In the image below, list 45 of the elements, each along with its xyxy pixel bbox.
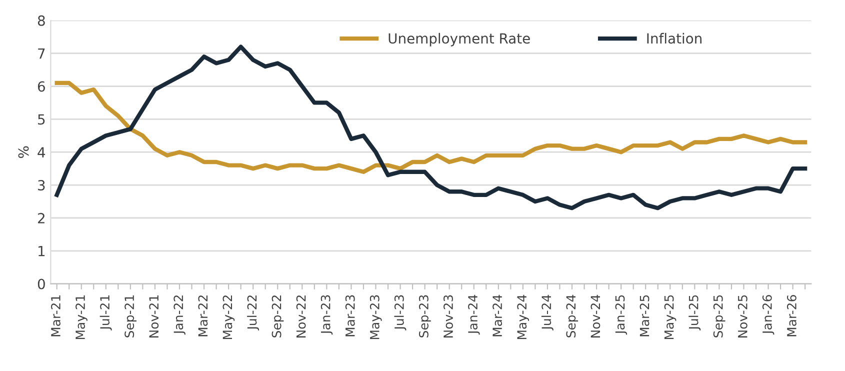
- x-tick-label: Mar-24: [492, 294, 502, 336]
- x-tick-label: May-21: [76, 295, 88, 340]
- x-tick-label: Jan-23: [320, 295, 333, 335]
- x-tick-label: Sep-22: [272, 295, 284, 338]
- y-tick-label: 5: [38, 114, 45, 125]
- x-tick-label: Sep-21: [124, 295, 136, 338]
- x-tick-label: Mar-21: [51, 295, 60, 336]
- y-tick-label: 7: [38, 48, 45, 59]
- x-tick-label: Mar-23: [345, 295, 355, 336]
- x-tick-label: May-25: [664, 295, 676, 340]
- x-tick-label: May-24: [517, 294, 529, 340]
- y-axis-title: %: [18, 146, 29, 158]
- y-tick-label: 3: [38, 180, 45, 191]
- x-tick-label: Jul-24: [541, 294, 554, 330]
- y-tick-label: 0: [38, 278, 45, 290]
- y-tick-label: 8: [38, 15, 45, 26]
- x-tick-label: Sep-24: [566, 294, 578, 338]
- y-tick-label: 6: [38, 81, 45, 92]
- x-tick-label: Jul-22: [247, 295, 260, 330]
- x-tick-label: Nov-22: [296, 295, 306, 338]
- line-series: [54, 44, 808, 210]
- x-tick-label: Jul-25: [688, 295, 701, 330]
- x-tick-label: Jul-23: [394, 295, 406, 330]
- x-tick-label: Sep-23: [418, 295, 431, 338]
- y-tick-label: 4: [38, 147, 46, 158]
- x-tick-label: May-22: [222, 295, 235, 340]
- x-tick-label: Jul-21: [100, 295, 112, 330]
- line-series: [54, 80, 808, 174]
- x-tick-label: Jan-25: [615, 295, 628, 335]
- x-tick-label: Jan-24: [468, 294, 480, 335]
- y-tick-label: 1: [38, 246, 45, 256]
- x-tick-label: Jan-22: [174, 295, 186, 335]
- x-tick-label: May-23: [370, 295, 382, 340]
- x-tick-label: Sep-25: [713, 295, 726, 338]
- x-tick-label: Mar-26: [786, 295, 796, 336]
- x-tick-label: Mar-22: [198, 295, 208, 336]
- y-tick-label: 2: [38, 212, 44, 224]
- x-tick-label: Nov-24: [590, 294, 600, 338]
- x-tick-label: Jan-26: [762, 295, 774, 335]
- legend-label: Inflation: [647, 32, 702, 44]
- x-tick-label: Nov-21: [149, 295, 159, 338]
- x-tick-label: Nov-23: [444, 295, 453, 338]
- x-tick-label: Nov-25: [738, 295, 748, 338]
- legend-label: Unemployment Rate: [388, 32, 530, 46]
- x-tick-label: Mar-25: [640, 295, 650, 336]
